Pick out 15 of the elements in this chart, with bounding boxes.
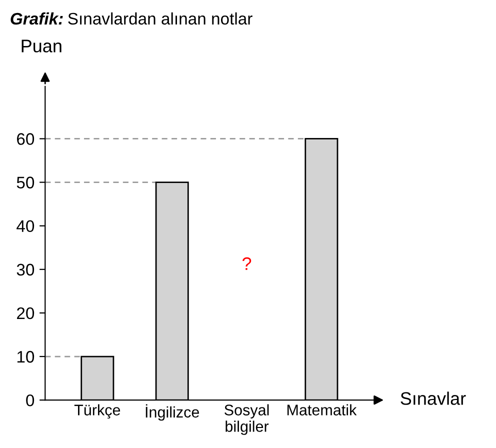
y-tick-label: 10	[17, 350, 34, 363]
x-tick-label: Sosyal bilgiler	[224, 404, 269, 435]
y-tick-label: 50	[16, 176, 34, 188]
x-tick-label: İngilizce	[146, 404, 200, 421]
y-tick-label: 30	[16, 264, 34, 276]
x-axis-title: Sınavlar	[400, 392, 466, 405]
x-tick-label: Türkçe	[74, 404, 120, 419]
chart-title: Grafik: Sınavlardan alınan notlar	[10, 12, 252, 25]
y-tick-label: 60	[17, 133, 34, 145]
x-tick-label: Matematik	[287, 404, 357, 416]
y-tick-label: 0	[26, 394, 34, 406]
y-tick-label: 40	[16, 220, 34, 232]
annotation: ?	[242, 257, 252, 270]
y-tick-label: 20	[17, 307, 34, 320]
y-axis-title: Puan	[22, 40, 62, 52]
